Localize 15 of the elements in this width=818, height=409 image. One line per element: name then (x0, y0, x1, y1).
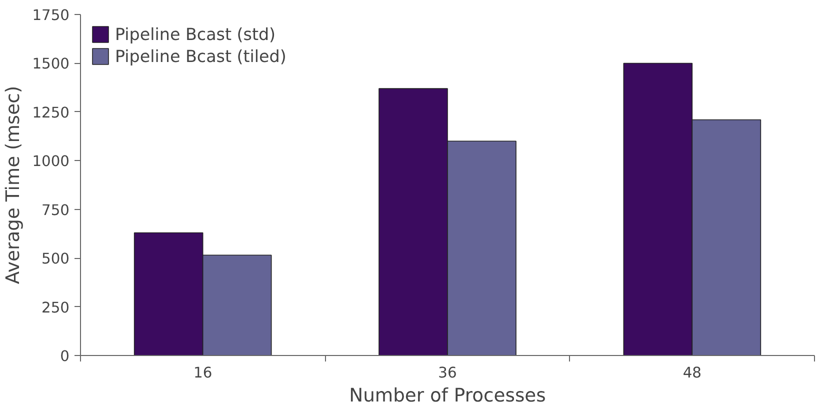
legend-label: Pipeline Bcast (tiled) (115, 46, 286, 66)
y-tick-label: 0 (60, 348, 70, 365)
y-tick-label: 750 (42, 202, 70, 219)
legend-label: Pipeline Bcast (std) (115, 24, 276, 44)
y-tick-label: 1750 (32, 7, 70, 24)
y-tick-label: 500 (42, 250, 70, 268)
y-tick-label: 1250 (32, 104, 70, 122)
x-tick-label: 48 (682, 364, 702, 382)
y-tick-label: 1500 (32, 56, 70, 73)
x-axis-title: Number of Processes (349, 386, 546, 406)
y-tick-label: 1000 (32, 153, 70, 170)
x-tick-label: 16 (194, 364, 212, 382)
x-tick-label: 36 (438, 364, 457, 382)
y-axis-title: Average Time (msec) (3, 86, 24, 284)
y-tick-label: 250 (42, 299, 70, 316)
